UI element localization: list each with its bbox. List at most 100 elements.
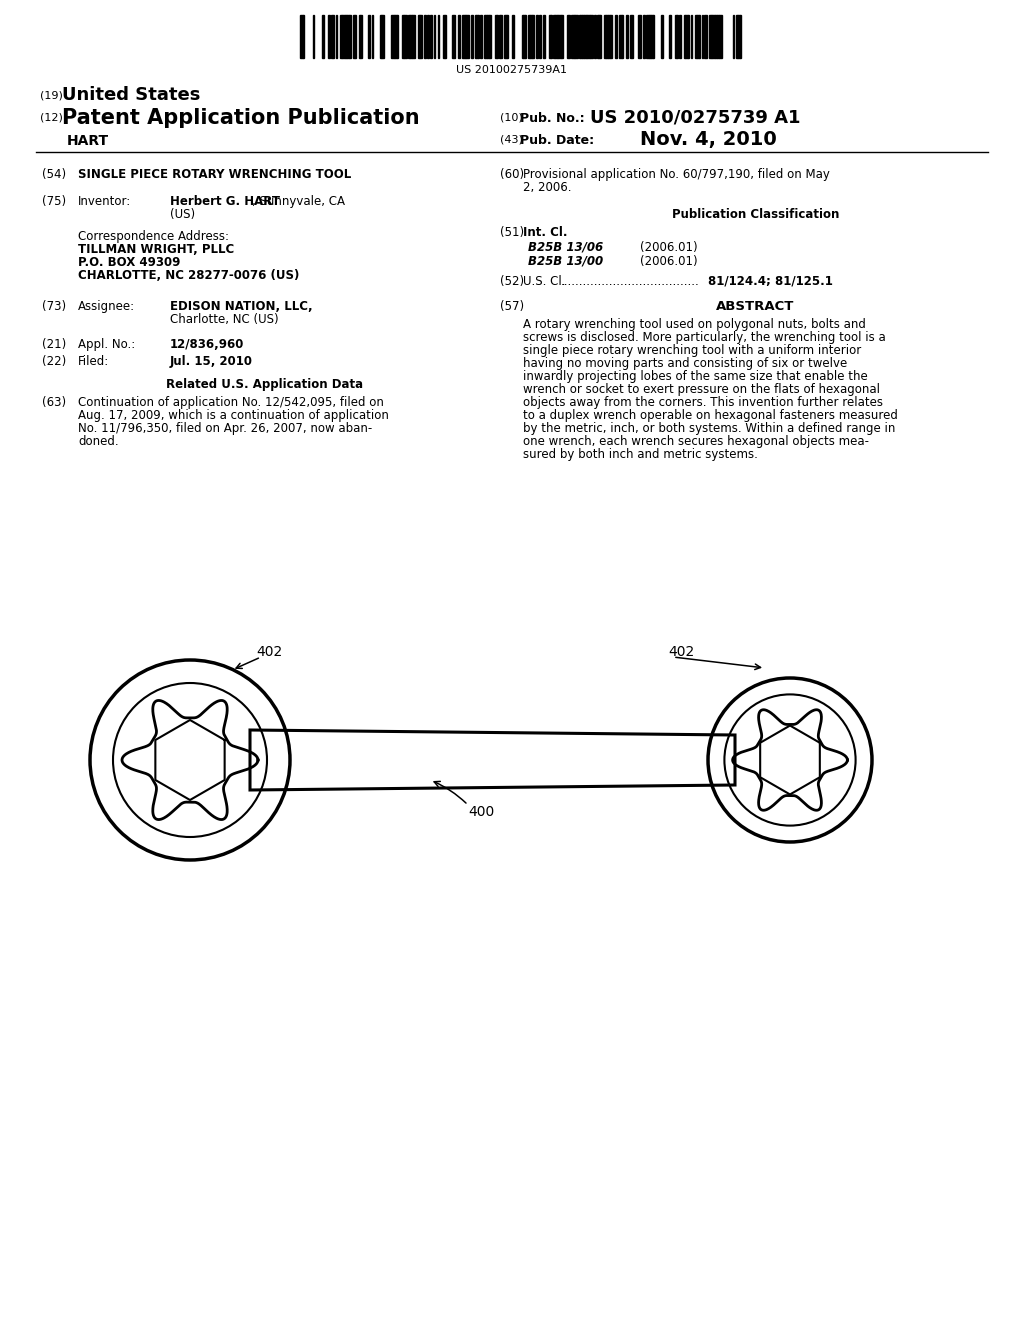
Text: Appl. No.:: Appl. No.:	[78, 338, 135, 351]
Bar	[607, 15, 609, 58]
Bar	[328, 15, 330, 58]
Text: (63): (63)	[42, 396, 67, 409]
Text: wrench or socket to exert pressure on the flats of hexagonal: wrench or socket to exert pressure on th…	[523, 383, 880, 396]
Bar	[360, 15, 361, 58]
Text: sured by both inch and metric systems.: sured by both inch and metric systems.	[523, 447, 758, 461]
Text: Filed:: Filed:	[78, 355, 110, 368]
Bar	[443, 15, 444, 58]
Bar	[638, 15, 641, 58]
Text: (52): (52)	[500, 275, 524, 288]
Bar	[738, 15, 739, 58]
Text: (73): (73)	[42, 300, 67, 313]
Text: 2, 2006.: 2, 2006.	[523, 181, 571, 194]
Text: (51): (51)	[500, 226, 524, 239]
Text: (19): (19)	[40, 90, 62, 100]
Bar	[444, 15, 446, 58]
Bar	[512, 15, 513, 58]
Text: (2006.01): (2006.01)	[640, 255, 697, 268]
Text: 402: 402	[256, 645, 283, 659]
Bar	[587, 15, 590, 58]
Text: US 20100275739A1: US 20100275739A1	[457, 65, 567, 75]
Bar	[553, 15, 555, 58]
Bar	[719, 15, 722, 58]
Bar	[584, 15, 586, 58]
Text: Herbert G. HART: Herbert G. HART	[170, 195, 280, 209]
Text: having no moving parts and consisting of six or twelve: having no moving parts and consisting of…	[523, 356, 847, 370]
Text: B25B 13/06: B25B 13/06	[528, 242, 603, 253]
Bar	[558, 15, 561, 58]
Bar	[736, 15, 738, 58]
Bar	[660, 15, 663, 58]
Bar	[401, 15, 403, 58]
Text: B25B 13/00: B25B 13/00	[528, 255, 603, 268]
Text: HART: HART	[67, 135, 110, 148]
Bar	[486, 15, 488, 58]
Bar	[466, 15, 469, 58]
Bar	[427, 15, 428, 58]
Text: Inventor:: Inventor:	[78, 195, 131, 209]
Text: Pub. Date:: Pub. Date:	[520, 135, 594, 147]
Text: (43): (43)	[500, 135, 523, 144]
Bar	[739, 15, 741, 58]
Bar	[532, 15, 534, 58]
Bar	[521, 15, 523, 58]
Bar	[566, 15, 569, 58]
Bar	[485, 15, 486, 58]
Text: single piece rotary wrenching tool with a uniform interior: single piece rotary wrenching tool with …	[523, 345, 861, 356]
Bar	[528, 15, 530, 58]
Bar	[679, 15, 681, 58]
Bar	[345, 15, 347, 58]
Text: TILLMAN WRIGHT, PLLC: TILLMAN WRIGHT, PLLC	[78, 243, 234, 256]
Bar	[690, 15, 692, 58]
Bar	[609, 15, 611, 58]
Bar	[358, 15, 360, 58]
Bar	[556, 15, 558, 58]
Text: Pub. No.:: Pub. No.:	[520, 112, 585, 125]
Text: 402: 402	[668, 645, 694, 659]
Text: Patent Application Publication: Patent Application Publication	[62, 108, 420, 128]
Bar	[340, 15, 342, 58]
Bar	[696, 15, 698, 58]
Text: P.O. BOX 49309: P.O. BOX 49309	[78, 256, 180, 269]
Bar	[408, 15, 410, 58]
Text: Assignee:: Assignee:	[78, 300, 135, 313]
Bar	[331, 15, 334, 58]
Bar	[597, 15, 598, 58]
Text: US 2010/0275739 A1: US 2010/0275739 A1	[590, 108, 801, 125]
Bar	[571, 15, 574, 58]
Text: 12/836,960: 12/836,960	[170, 338, 245, 351]
Text: Publication Classification: Publication Classification	[672, 209, 840, 220]
Text: United States: United States	[62, 86, 201, 104]
Bar	[687, 15, 689, 58]
Bar	[717, 15, 719, 58]
Bar	[549, 15, 551, 58]
Bar	[458, 15, 460, 58]
Bar	[479, 15, 482, 58]
Bar	[539, 15, 541, 58]
Text: 81/124.4; 81/125.1: 81/124.4; 81/125.1	[708, 275, 833, 288]
Text: (22): (22)	[42, 355, 67, 368]
Bar	[605, 15, 607, 58]
Bar	[630, 15, 633, 58]
Bar	[675, 15, 677, 58]
Bar	[342, 15, 344, 58]
Bar	[462, 15, 465, 58]
Bar	[420, 15, 422, 58]
Bar	[418, 15, 419, 58]
Text: Aug. 17, 2009, which is a continuation of application: Aug. 17, 2009, which is a continuation o…	[78, 409, 389, 422]
Bar	[575, 15, 578, 58]
Text: (10): (10)	[500, 112, 522, 121]
Bar	[698, 15, 700, 58]
Text: (US): (US)	[170, 209, 196, 220]
Bar	[403, 15, 407, 58]
Text: SINGLE PIECE ROTARY WRENCHING TOOL: SINGLE PIECE ROTARY WRENCHING TOOL	[78, 168, 351, 181]
Bar	[424, 15, 426, 58]
Bar	[354, 15, 356, 58]
Bar	[524, 15, 526, 58]
Bar	[651, 15, 652, 58]
Bar	[709, 15, 711, 58]
Bar	[594, 15, 596, 58]
Bar	[561, 15, 562, 58]
Bar	[642, 15, 644, 58]
Bar	[580, 15, 582, 58]
